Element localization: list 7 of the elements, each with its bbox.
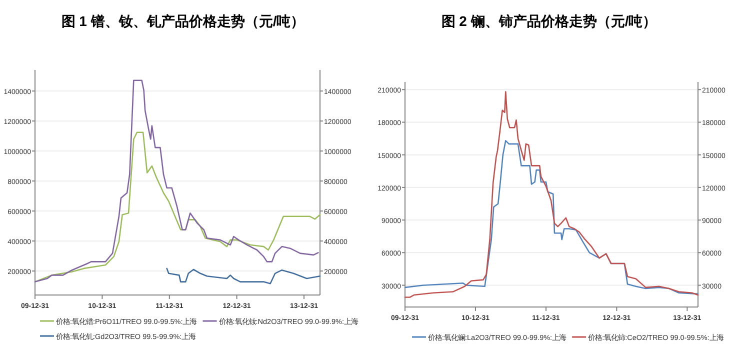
chart-title: 图 1 镨、钕、钆产品价格走势（元/吨） xyxy=(61,13,305,29)
line-series xyxy=(404,91,699,298)
line-series xyxy=(34,80,319,282)
chart-title: 图 2 镧、铈产品价格走势（元/吨） xyxy=(441,13,657,29)
line-series xyxy=(166,268,321,284)
line-series xyxy=(34,132,321,282)
line-series xyxy=(404,140,699,295)
